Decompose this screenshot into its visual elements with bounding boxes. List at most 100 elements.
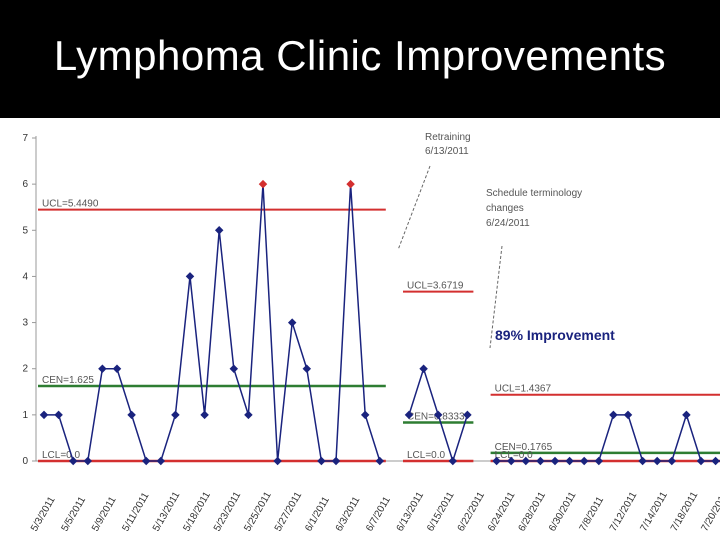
data-point <box>579 456 589 466</box>
cen-label: CEN=0.8333 <box>407 412 465 423</box>
data-point <box>287 318 297 327</box>
data-point <box>696 456 706 466</box>
data-point <box>550 456 560 466</box>
data-point <box>302 364 312 373</box>
data-point <box>609 410 618 420</box>
data-point <box>98 364 107 373</box>
y-tick-label: 4 <box>22 271 28 282</box>
x-tick-label: 7/12/2011 <box>608 490 640 534</box>
data-point <box>638 456 647 466</box>
data-point <box>682 410 691 420</box>
x-tick-label: 5/11/2011 <box>120 490 151 533</box>
x-tick-label: 6/1/2011 <box>303 495 332 534</box>
data-point <box>652 456 662 466</box>
cen-label: CEN=1.625 <box>42 375 94 386</box>
annotation-schedule-line3: 6/24/2011 <box>486 218 530 229</box>
data-point <box>112 364 122 373</box>
annotation-schedule-line2: changes <box>486 203 524 214</box>
data-point <box>214 226 224 235</box>
control-limits: UCL=5.4490 CEN=1.625 LCL=0.0 UCL=3.6719 CEN=… <box>38 199 720 463</box>
improvement-label: 89% Improvement <box>495 327 615 343</box>
data-point <box>404 410 414 420</box>
data-point <box>594 456 604 466</box>
data-point <box>39 410 49 420</box>
data-point <box>244 410 253 420</box>
x-tick-label: 7/8/2011 <box>578 495 607 534</box>
annotation-retraining-arrow <box>397 165 431 251</box>
slide-header: Lymphoma Clinic Improvements <box>0 0 720 118</box>
annotation-retraining-line2: 6/13/2011 <box>425 146 469 157</box>
data-point <box>54 410 63 420</box>
data-point-outlier <box>258 179 268 189</box>
ucl-label: UCL=5.4490 <box>42 199 99 210</box>
data-point <box>156 456 166 466</box>
data-point <box>711 456 720 466</box>
data-point <box>433 410 443 420</box>
x-tick-label: 5/23/2011 <box>212 490 244 534</box>
x-tick-label: 6/30/2011 <box>547 490 579 534</box>
x-tick-label: 7/14/2011 <box>638 490 670 534</box>
data-point-outlier <box>346 179 355 189</box>
control-chart: 0 1 2 3 4 5 6 7 5/3/2011 5/5/2011 5/9/2011 5/11/201… <box>22 132 720 534</box>
y-tick-label: 5 <box>22 225 28 236</box>
data-point <box>229 364 239 373</box>
x-tick-label: 7/18/2011 <box>669 490 701 534</box>
cen-label: CEN=0.1765 <box>495 442 553 453</box>
data-point <box>171 410 180 420</box>
x-tick-label: 6/28/2011 <box>517 490 549 534</box>
data-point <box>536 456 545 466</box>
x-tick-label: 6/3/2011 <box>334 495 363 534</box>
data-point <box>565 456 574 466</box>
data-point <box>317 456 326 466</box>
data-point <box>623 410 633 420</box>
data-point <box>273 456 282 466</box>
page-title: Lymphoma Clinic Improvements <box>53 32 667 79</box>
data-point <box>127 410 136 420</box>
data-point <box>667 456 677 466</box>
y-tick-label: 1 <box>22 410 28 421</box>
y-tick-label: 6 <box>22 179 28 190</box>
data-point <box>360 410 370 420</box>
data-point <box>521 456 531 466</box>
x-tick-label: 7/20/2011 <box>699 490 720 534</box>
x-tick-label: 6/22/2011 <box>456 490 488 534</box>
ucl-label: UCL=3.6719 <box>407 281 464 292</box>
annotation-schedule-arrow <box>489 245 503 349</box>
data-point <box>463 410 472 420</box>
x-tick-label: 6/7/2011 <box>364 495 393 534</box>
y-tick-label: 3 <box>22 318 28 329</box>
annotation-retraining-line1: Retraining <box>425 132 471 143</box>
x-tick-label: 5/18/2011 <box>181 490 213 534</box>
data-point <box>200 410 209 420</box>
data-series <box>39 179 720 466</box>
data-point <box>448 456 458 466</box>
x-tick-label: 5/9/2011 <box>90 495 119 534</box>
lcl-label: LCL=0.0 <box>495 450 534 461</box>
data-point <box>506 456 516 466</box>
x-tick-label: 5/3/2011 <box>29 495 58 534</box>
x-tick-label: 6/24/2011 <box>486 490 518 534</box>
data-point <box>185 272 195 281</box>
x-tick-label: 6/13/2011 <box>395 490 427 534</box>
data-point <box>331 456 341 466</box>
x-tick-label: 5/25/2011 <box>242 490 274 534</box>
y-tick-label: 7 <box>22 133 28 144</box>
data-point <box>492 456 501 466</box>
data-point <box>68 456 78 466</box>
x-tick-label: 6/15/2011 <box>425 490 457 534</box>
x-tick-label: 5/27/2011 <box>273 490 305 534</box>
ucl-label: UCL=1.4367 <box>495 384 552 395</box>
lcl-label: LCL=0.0 <box>407 450 446 461</box>
series-line <box>44 184 381 462</box>
data-point <box>419 364 428 373</box>
y-tick-label: 2 <box>22 364 28 375</box>
x-tick-label: 5/13/2011 <box>151 490 183 534</box>
annotation-schedule-line1: Schedule terminology <box>486 188 582 199</box>
x-tick-label: 5/5/2011 <box>60 495 89 534</box>
chart-annotations: Retraining 6/13/2011 Schedule terminolog… <box>397 132 615 349</box>
y-tick-label: 0 <box>22 456 28 467</box>
data-point <box>83 456 93 466</box>
data-point <box>375 456 385 466</box>
data-point <box>141 456 151 466</box>
lcl-label: LCL=0.0 <box>42 450 81 461</box>
